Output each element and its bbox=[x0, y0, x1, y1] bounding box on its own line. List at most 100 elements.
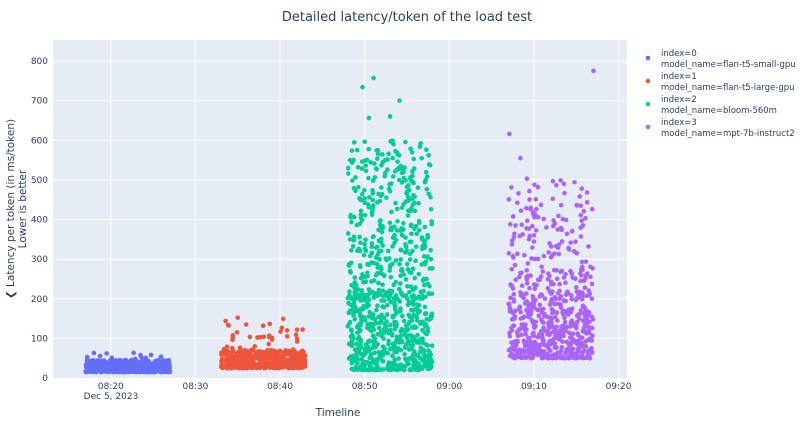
data-point bbox=[348, 212, 353, 218]
data-point bbox=[346, 301, 352, 306]
data-point bbox=[347, 268, 353, 274]
data-point bbox=[509, 266, 515, 272]
data-point bbox=[278, 329, 283, 334]
data-point bbox=[382, 174, 388, 179]
data-point bbox=[550, 252, 555, 258]
data-point bbox=[587, 336, 593, 342]
data-point bbox=[580, 328, 586, 334]
data-point bbox=[160, 364, 166, 369]
data-point bbox=[428, 194, 433, 200]
data-point bbox=[349, 360, 355, 366]
data-point bbox=[590, 333, 595, 338]
data-point bbox=[423, 363, 428, 368]
data-point bbox=[516, 191, 521, 196]
data-point bbox=[229, 364, 234, 370]
data-point bbox=[562, 190, 567, 196]
data-point bbox=[358, 298, 364, 303]
data-point bbox=[393, 293, 399, 298]
data-point bbox=[104, 351, 109, 356]
data-point bbox=[394, 150, 400, 155]
data-point bbox=[358, 351, 364, 357]
data-point bbox=[392, 344, 397, 349]
data-point bbox=[525, 261, 531, 266]
data-point bbox=[268, 349, 274, 355]
data-point bbox=[578, 308, 584, 313]
data-point bbox=[417, 349, 423, 355]
data-point bbox=[425, 254, 430, 259]
data-point bbox=[226, 357, 231, 363]
data-point bbox=[568, 240, 574, 245]
legend-label-line2: model_name=flan-t5-large-gpu bbox=[661, 83, 795, 93]
data-point bbox=[571, 355, 577, 361]
data-point bbox=[399, 338, 404, 343]
data-point bbox=[579, 186, 585, 191]
data-point bbox=[517, 353, 522, 358]
data-point bbox=[523, 332, 529, 337]
data-point bbox=[527, 197, 532, 202]
data-point bbox=[552, 314, 558, 320]
data-point bbox=[392, 319, 397, 325]
data-point bbox=[553, 243, 559, 249]
legend[interactable]: index=0model_name=flan-t5-small-gpuindex… bbox=[645, 49, 796, 139]
data-point bbox=[362, 274, 368, 280]
data-point bbox=[351, 312, 356, 318]
data-point bbox=[527, 188, 532, 194]
data-point bbox=[563, 350, 568, 356]
data-point bbox=[515, 251, 520, 257]
data-point bbox=[266, 362, 271, 367]
data-point bbox=[530, 223, 535, 229]
data-point bbox=[361, 187, 367, 193]
data-point bbox=[355, 164, 361, 170]
data-point bbox=[377, 257, 382, 262]
data-point bbox=[284, 328, 290, 333]
data-point bbox=[426, 191, 431, 197]
data-point bbox=[541, 216, 547, 222]
data-point bbox=[531, 239, 537, 244]
y-tick-label: 200 bbox=[31, 295, 48, 305]
series-3 bbox=[506, 68, 596, 361]
data-point bbox=[269, 337, 275, 342]
data-point bbox=[527, 309, 533, 314]
data-point bbox=[254, 349, 260, 355]
data-point bbox=[362, 317, 368, 323]
data-point bbox=[547, 339, 552, 344]
data-point bbox=[381, 298, 387, 303]
data-point bbox=[530, 293, 536, 299]
data-point bbox=[239, 357, 244, 362]
data-point bbox=[560, 355, 566, 360]
data-point bbox=[295, 364, 300, 369]
data-point bbox=[558, 305, 564, 310]
data-point bbox=[546, 250, 551, 255]
data-point bbox=[372, 350, 377, 356]
data-point bbox=[560, 216, 566, 222]
data-point bbox=[365, 293, 371, 298]
data-point bbox=[536, 313, 542, 319]
data-point bbox=[293, 351, 299, 357]
data-point bbox=[562, 315, 567, 321]
data-point bbox=[254, 355, 260, 361]
data-point bbox=[388, 227, 393, 233]
data-point bbox=[371, 327, 377, 332]
data-point bbox=[366, 339, 372, 344]
data-point bbox=[418, 345, 424, 351]
data-point bbox=[410, 266, 416, 272]
data-point bbox=[586, 244, 591, 249]
data-point bbox=[560, 339, 565, 344]
data-point bbox=[569, 306, 575, 312]
data-point bbox=[352, 275, 358, 280]
data-point bbox=[358, 264, 363, 270]
data-point bbox=[587, 355, 593, 361]
data-point bbox=[424, 316, 430, 322]
data-point bbox=[402, 332, 407, 337]
data-point bbox=[376, 349, 382, 355]
data-point bbox=[362, 196, 368, 201]
data-point bbox=[552, 345, 558, 350]
data-point bbox=[423, 169, 429, 175]
data-point bbox=[391, 363, 396, 369]
data-point bbox=[410, 169, 415, 174]
data-point bbox=[575, 331, 580, 336]
